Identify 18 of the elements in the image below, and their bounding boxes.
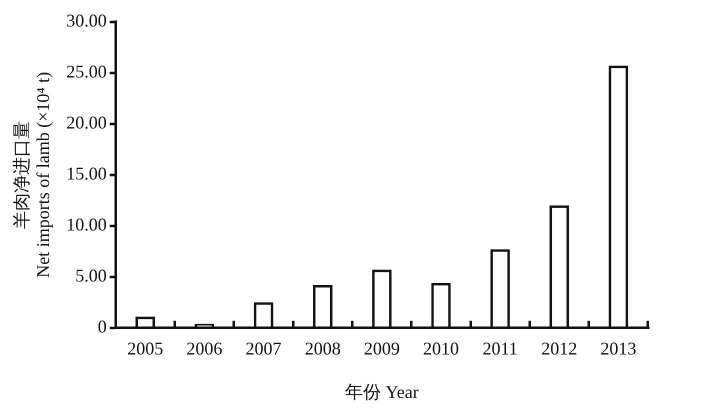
y-tick-label: 10.00: [66, 214, 107, 235]
x-axis-title: 年份 Year: [345, 382, 419, 402]
y-tick-label: 25.00: [66, 62, 107, 82]
x-tick-label: 2010: [422, 338, 459, 358]
y-tick-label: 15.00: [66, 164, 107, 184]
y-tick-label: 5.00: [75, 266, 107, 286]
x-tick-label: 2005: [127, 338, 164, 358]
y-tick-label: 0: [98, 316, 107, 337]
x-tick-label: 2012: [541, 338, 578, 358]
x-tick-label: 2009: [364, 338, 400, 358]
x-tick-label: 2008: [304, 338, 341, 358]
x-tick-label: 2013: [600, 338, 636, 358]
x-tick-label: 2011: [482, 338, 518, 358]
x-tick-label: 2007: [246, 338, 282, 358]
x-tick-label: 2006: [186, 338, 222, 358]
y-tick-label: 30.00: [66, 10, 107, 31]
y-tick-label: 20.00: [66, 112, 107, 133]
y-axis-title: 羊肉净进口量 Net imports of lamb (×10⁴ t): [12, 72, 54, 278]
